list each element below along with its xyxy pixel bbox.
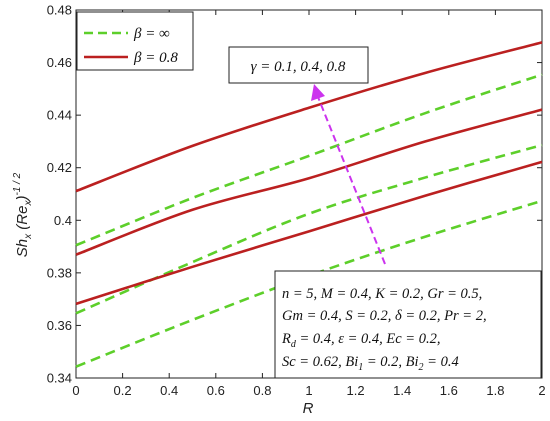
series-layer xyxy=(75,41,543,368)
x-tick-label: 0.2 xyxy=(114,383,132,398)
x-tick-label: 1.4 xyxy=(393,383,411,398)
x-tick-label: 1 xyxy=(305,383,312,398)
parameter-line-2: Gm = 0.4, S = 0.2, δ = 0.2, Pr = 2, xyxy=(282,308,487,324)
gamma-label: γ = 0.1, 0.4, 0.8 xyxy=(251,59,346,75)
x-tick-label: 0.6 xyxy=(207,383,225,398)
x-axis-title: R xyxy=(303,400,314,417)
parameter-box-frame xyxy=(274,270,542,379)
series-line-1 xyxy=(75,199,543,368)
y-tick-label: 0.34 xyxy=(47,371,72,386)
x-tick-label: 0 xyxy=(72,383,79,398)
x-tick-label: 1.6 xyxy=(440,383,458,398)
y-tick-label: 0.4 xyxy=(54,213,72,228)
series-line-3 xyxy=(75,73,543,247)
parameter-line-1: n = 5, M = 0.4, K = 0.2, Gr = 0.5, xyxy=(282,286,482,302)
legend: β = ∞ β = 0.8 xyxy=(76,11,194,71)
series-line-6 xyxy=(75,41,543,193)
series-line-5 xyxy=(75,108,543,256)
legend-box xyxy=(76,11,194,71)
x-tick-label: 1.8 xyxy=(486,383,504,398)
x-tick-label: 1.2 xyxy=(347,383,365,398)
x-tick-label: 2 xyxy=(538,383,545,398)
y-tick-label: 0.48 xyxy=(47,3,72,18)
parameter-box: n = 5, M = 0.4, K = 0.2, Gr = 0.5, Gm = … xyxy=(274,270,542,379)
y-tick-label: 0.38 xyxy=(47,265,72,280)
gamma-arrow xyxy=(311,84,386,265)
gamma-annotation: γ = 0.1, 0.4, 0.8 xyxy=(228,46,369,84)
y-tick-label: 0.46 xyxy=(47,55,72,70)
y-tick-label: 0.36 xyxy=(47,318,72,333)
legend-label-beta-infinity: β = ∞ xyxy=(133,26,170,42)
x-tick-label: 0.8 xyxy=(253,383,271,398)
ticks-layer: 0 0.2 0.4 0.6 0.8 1 1.2 1.4 1.6 1.8 2 0.34 0.36 0.38 0… xyxy=(47,3,546,399)
parameter-line-4: Sc = 0.62, Bi1 = 0.2, Bi2 = 0.4 xyxy=(282,354,459,373)
legend-label-beta-0-8: β = 0.8 xyxy=(133,50,178,66)
x-tick-label: 0.4 xyxy=(160,383,178,398)
series-line-4 xyxy=(75,160,543,306)
y-tick-label: 0.44 xyxy=(47,108,72,123)
gamma-arrow-head xyxy=(311,84,325,101)
gamma-arrow-shaft xyxy=(317,96,386,265)
y-axis-title: Shx (Rex)-1 / 2 xyxy=(12,172,34,257)
gamma-box xyxy=(228,46,369,84)
y-tick-label: 0.42 xyxy=(47,160,72,175)
parameter-line-3: Rd = 0.4, ε = 0.4, Ec = 0.2, xyxy=(281,331,440,350)
